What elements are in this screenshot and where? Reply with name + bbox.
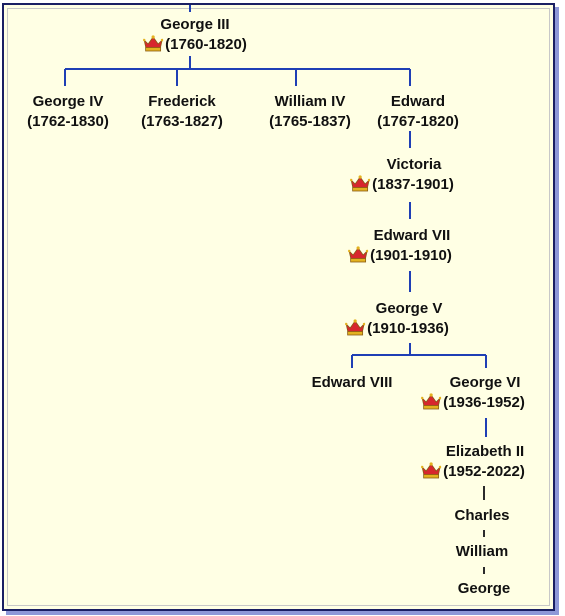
person-name: Frederick (148, 93, 216, 110)
person-victoria: Victoria (1837-1901) (350, 155, 454, 195)
person-charles: Charles (454, 506, 509, 526)
person-edward-viii: Edward VIII (312, 373, 393, 393)
person-name: William IV (274, 93, 346, 110)
family-tree-frame (2, 3, 555, 611)
person-name: Edward VIII (311, 374, 393, 391)
crown-icon (350, 175, 371, 192)
person-name: Charles (454, 507, 510, 524)
person-name: George V (375, 300, 443, 317)
person-dates: (1765-1837) (269, 113, 351, 130)
person-name: Elizabeth II (445, 443, 525, 460)
person-name: George III (160, 16, 230, 33)
person-name: George VI (449, 374, 521, 391)
crown-icon (143, 35, 164, 52)
person-elizabeth-ii: Elizabeth II (1952-2022) (421, 442, 525, 482)
person-name: William (455, 543, 509, 560)
person-name: Edward (390, 93, 446, 110)
person-name: George (457, 580, 511, 597)
person-edward-vii: Edward VII (1901-1910) (348, 226, 452, 266)
person-george-vi: George VI (1936-1952) (421, 373, 525, 413)
person-edward: Edward (1767-1820) (377, 92, 459, 132)
person-name: George IV (32, 93, 104, 110)
person-george: George (458, 579, 511, 599)
person-frederick: Frederick (1763-1827) (141, 92, 223, 132)
person-george-iii: George III (1760-1820) (143, 15, 247, 55)
person-william: William (456, 542, 508, 562)
person-dates: (1837-1901) (372, 176, 454, 193)
person-george-iv: George IV (1762-1830) (27, 92, 109, 132)
frame-inner-border (7, 8, 550, 606)
person-dates: (1767-1820) (377, 113, 459, 130)
crown-icon (421, 462, 442, 479)
person-dates: (1901-1910) (370, 247, 452, 264)
person-dates: (1936-1952) (443, 394, 525, 411)
crown-icon (421, 393, 442, 410)
person-dates: (1910-1936) (367, 320, 449, 337)
person-dates: (1952-2022) (443, 463, 525, 480)
person-william-iv: William IV (1765-1837) (269, 92, 351, 132)
person-name: Edward VII (373, 227, 451, 244)
person-dates: (1763-1827) (141, 113, 223, 130)
person-george-v: George V (1910-1936) (345, 299, 449, 339)
person-dates: (1760-1820) (165, 36, 247, 53)
person-dates: (1762-1830) (27, 113, 109, 130)
crown-icon (348, 246, 369, 263)
crown-icon (345, 319, 366, 336)
person-name: Victoria (386, 156, 442, 173)
